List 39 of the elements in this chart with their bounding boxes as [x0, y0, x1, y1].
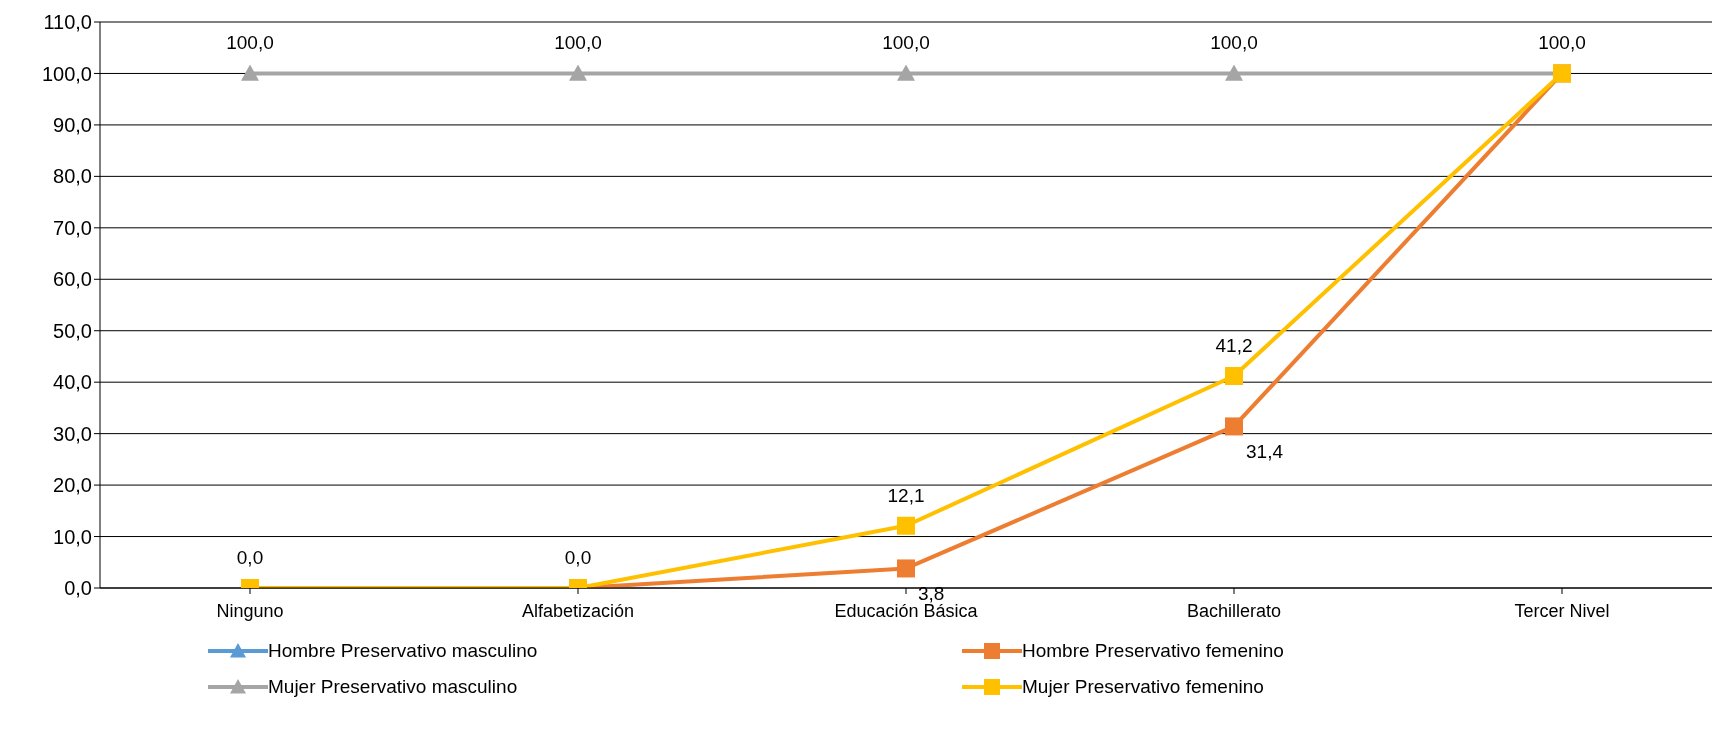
y-tick-label: 60,0 — [53, 268, 92, 291]
data-label: 0,0 — [564, 547, 592, 568]
data-label: 12,1 — [887, 484, 925, 506]
y-tick-label: 110,0 — [43, 11, 92, 34]
y-tick-label: 80,0 — [53, 165, 92, 188]
point — [897, 64, 915, 81]
point — [1225, 367, 1243, 386]
y-tick-label: 70,0 — [53, 216, 92, 239]
x-tick-label: Alfabetización — [521, 600, 635, 621]
x-tick-label: Ninguno — [216, 600, 284, 621]
legend-label: Mujer Preservativo masculino — [268, 676, 518, 698]
data-label: 3,8 — [918, 583, 945, 605]
y-tick-label: 20,0 — [53, 474, 92, 497]
data-label: 100,0 — [226, 32, 274, 54]
y-tick-label: 50,0 — [53, 319, 92, 342]
point — [1225, 417, 1243, 436]
data-label: 100,0 — [882, 32, 930, 54]
point — [1225, 64, 1243, 81]
point — [569, 64, 587, 81]
y-tick-label: 100,0 — [41, 62, 92, 85]
y-tick-label: 40,0 — [53, 371, 92, 394]
data-label: 100,0 — [1538, 32, 1586, 54]
legend-label: Hombre Preservativo femenino — [1022, 640, 1284, 662]
data-label: 100,0 — [554, 32, 602, 54]
data-label: 31,4 — [1246, 441, 1284, 463]
data-label: 100,0 — [1210, 32, 1258, 54]
y-tick-label: 10,0 — [53, 525, 92, 548]
data-label: 41,2 — [1215, 335, 1253, 357]
y-tick-label: 90,0 — [53, 114, 92, 137]
legend-label: Mujer Preservativo femenino — [1022, 676, 1264, 698]
x-tick-label: Bachillerato — [1186, 600, 1282, 621]
data-label: 0,0 — [236, 547, 264, 568]
x-tick-label: Tercer Nivel — [1514, 600, 1610, 621]
point — [897, 559, 915, 578]
y-tick-label: 30,0 — [53, 422, 92, 445]
point — [897, 516, 915, 535]
point — [241, 64, 259, 81]
legend-label: Hombre Preservativo masculino — [268, 640, 538, 662]
y-tick-label: 0,0 — [64, 577, 92, 600]
